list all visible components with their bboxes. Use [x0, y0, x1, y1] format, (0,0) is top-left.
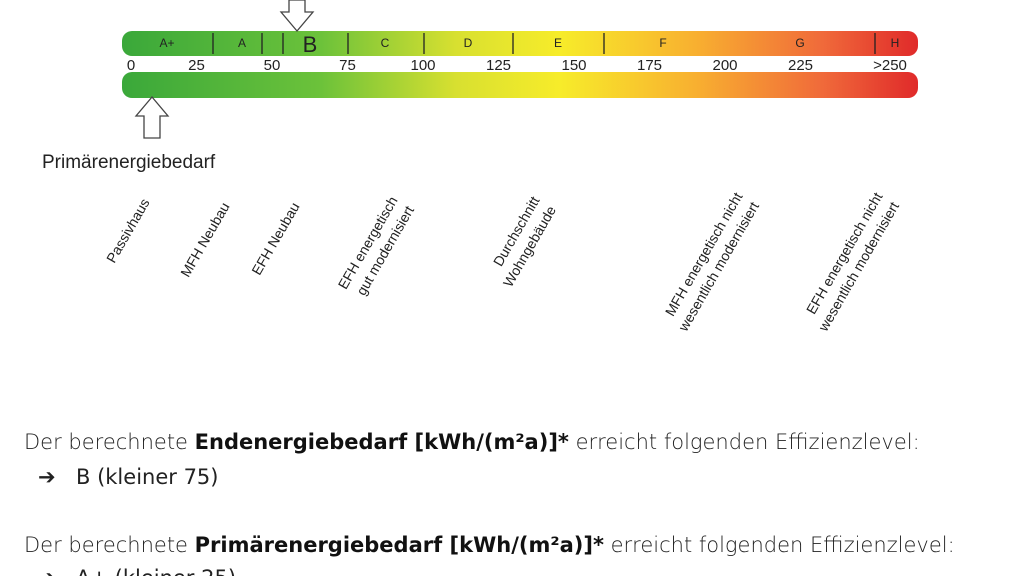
arrow-up: [134, 95, 170, 139]
scale-tick-label: 175: [637, 57, 662, 74]
building-type-line: MFH Neubau: [177, 200, 232, 280]
arrow-down: [279, 0, 315, 33]
result-text: A+ (kleiner 25): [76, 566, 236, 576]
text-bold: Endenergiebedarf [kWh/(m²a)]*: [194, 430, 569, 454]
text-pre: Der berechnete: [24, 533, 195, 557]
value-bar: [122, 72, 918, 98]
scale-tick-label: 200: [712, 57, 737, 74]
building-type: EFH Neubau: [248, 200, 302, 278]
paragraph: Der berechnete Primärenergiebedarf [kWh/…: [24, 533, 955, 557]
scale-tick-label: 0: [127, 57, 135, 74]
scale-tick-label: 25: [188, 57, 205, 74]
scale-tick-label: 50: [264, 57, 281, 74]
scale-tick-label: >250: [873, 57, 907, 74]
scale-tick-label: 225: [788, 57, 813, 74]
class-label: D: [464, 36, 473, 50]
indicator-label: Primärenergiebedarf: [42, 152, 216, 173]
class-label: C: [381, 36, 390, 50]
building-type: Passivhaus: [103, 196, 153, 266]
scale-tick-label: 150: [561, 57, 586, 74]
result-text: B (kleiner 75): [76, 465, 219, 489]
class-label: E: [554, 36, 562, 50]
scale-tick-label: 125: [486, 57, 511, 74]
scale-tick-label: 75: [339, 57, 356, 74]
scale-graphic: Primärenergiebedarf A+ A B C D E F G H 0 25 50 75 100…: [42, 0, 918, 335]
result: ➔ B (kleiner 75): [38, 465, 219, 489]
class-label: B: [303, 32, 318, 57]
class-label: A+: [159, 36, 174, 50]
scale-tick-label: 100: [410, 57, 435, 74]
building-type-line: EFH Neubau: [248, 200, 302, 278]
class-label: G: [795, 36, 804, 50]
arrow-icon: ➔: [38, 566, 56, 576]
text-bold: Primärenergiebedarf [kWh/(m²a)]*: [194, 533, 604, 557]
arrow-icon: ➔: [38, 465, 56, 489]
building-type: MFH Neubau: [177, 200, 232, 280]
class-label: H: [891, 36, 900, 50]
class-label: F: [659, 36, 666, 50]
result: ➔ A+ (kleiner 25): [38, 566, 236, 576]
text-post: erreicht folgenden Effizienzlevel:: [603, 533, 955, 557]
building-type-line: Passivhaus: [103, 196, 153, 266]
class-label: A: [238, 36, 246, 50]
class-bar: [122, 31, 918, 56]
paragraph: Der berechnete Endenergiebedarf [kWh/(m²…: [24, 430, 920, 454]
text-post: erreicht folgenden Effizienzlevel:: [568, 430, 920, 454]
text-pre: Der berechnete: [24, 430, 195, 454]
